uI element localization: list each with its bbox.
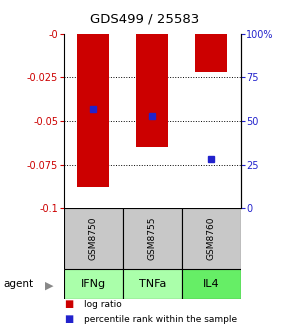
Bar xyxy=(64,269,123,299)
Text: ■: ■ xyxy=(64,314,73,324)
Text: GSM8755: GSM8755 xyxy=(148,217,157,260)
Text: log ratio: log ratio xyxy=(84,300,122,308)
Text: ■: ■ xyxy=(64,299,73,309)
Text: agent: agent xyxy=(3,279,33,289)
Text: percentile rank within the sample: percentile rank within the sample xyxy=(84,315,237,324)
Text: IL4: IL4 xyxy=(203,279,220,289)
Bar xyxy=(123,269,182,299)
Bar xyxy=(195,34,227,72)
Bar xyxy=(123,208,182,269)
Text: GSM8750: GSM8750 xyxy=(89,217,98,260)
Bar xyxy=(77,34,110,187)
Bar xyxy=(64,208,123,269)
Bar xyxy=(182,208,241,269)
Text: TNFa: TNFa xyxy=(139,279,166,289)
Text: GSM8760: GSM8760 xyxy=(207,217,216,260)
Text: IFNg: IFNg xyxy=(81,279,106,289)
Text: ▶: ▶ xyxy=(45,281,53,290)
Bar xyxy=(136,34,168,147)
Text: GDS499 / 25583: GDS499 / 25583 xyxy=(90,12,200,25)
Bar xyxy=(182,269,241,299)
